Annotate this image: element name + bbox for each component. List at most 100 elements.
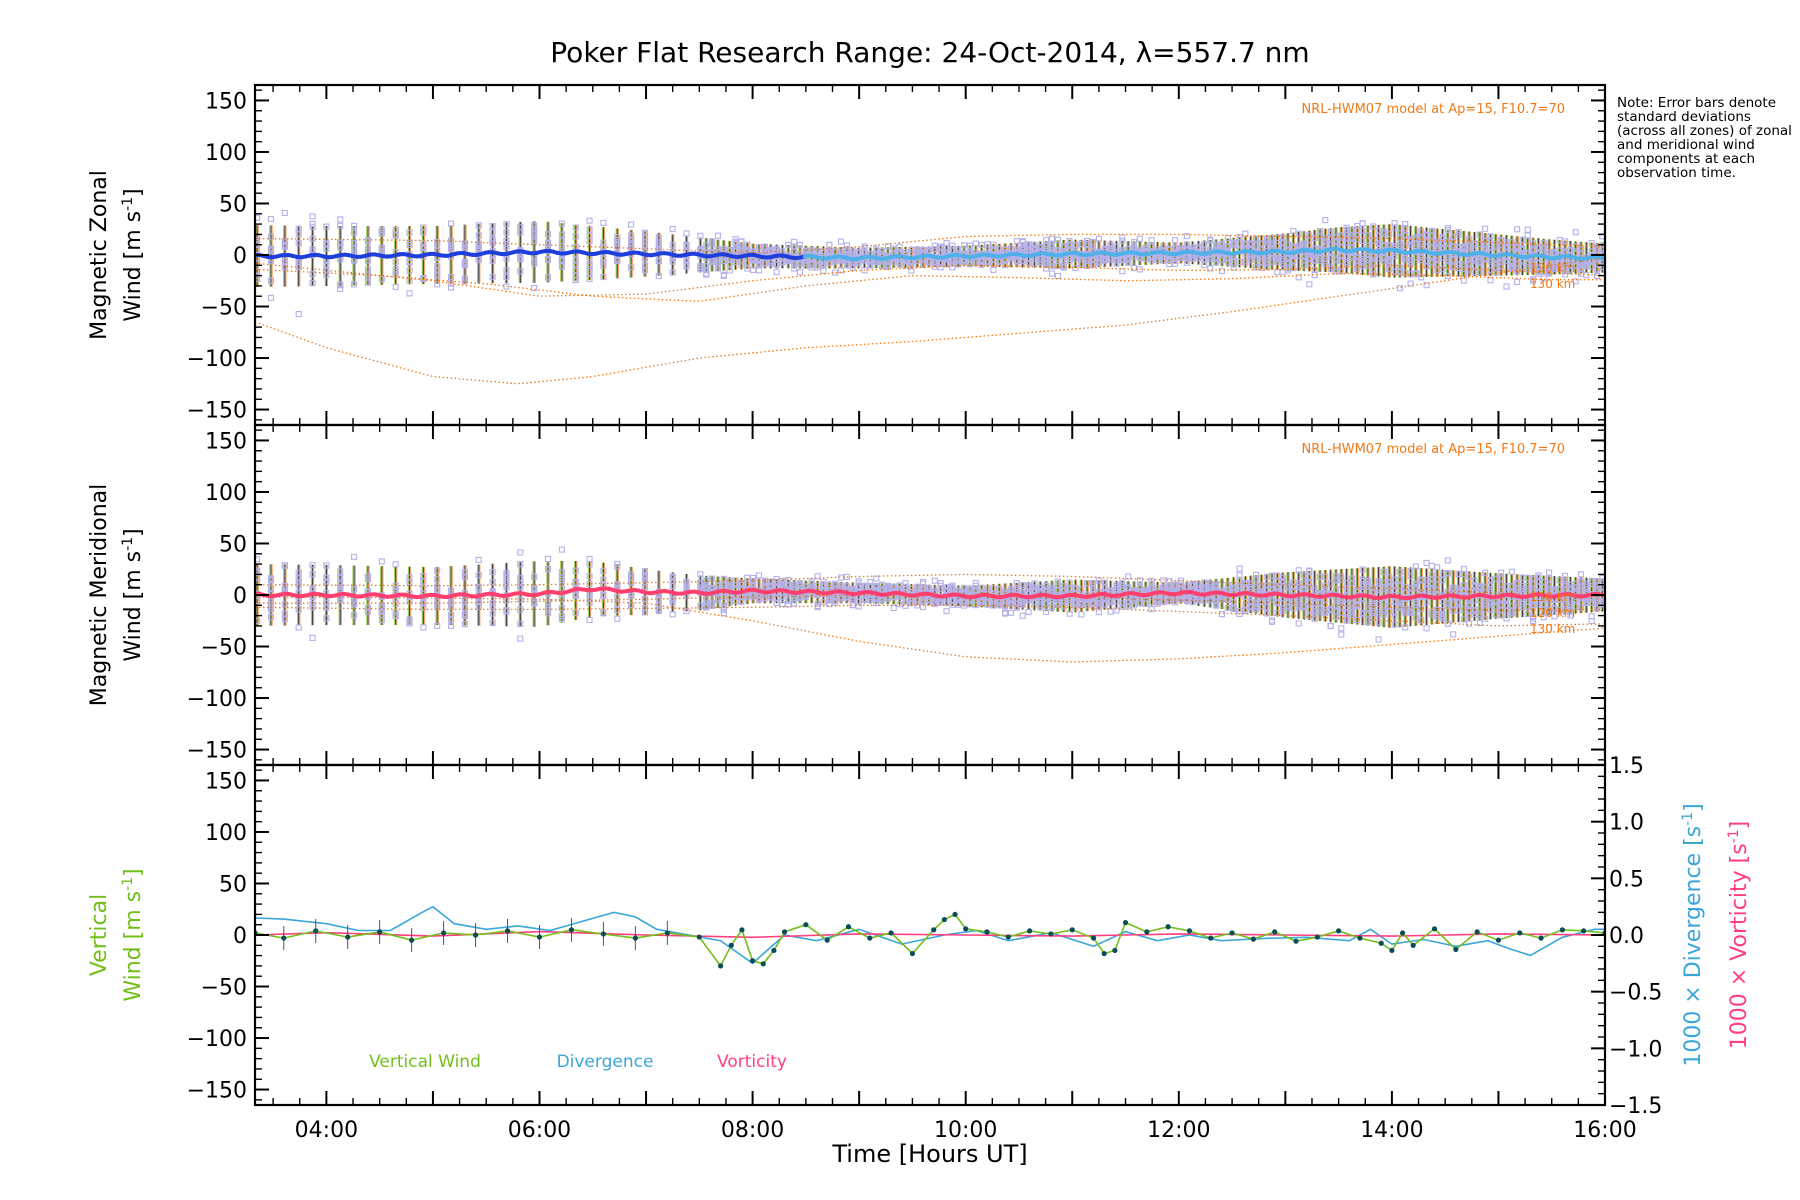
zonal-zone-point bbox=[1095, 259, 1102, 266]
zonal-zone-point bbox=[996, 259, 1003, 266]
zonal-zone-point bbox=[1396, 264, 1403, 271]
zonal-zone-point bbox=[448, 245, 455, 253]
zonal-zone-point bbox=[1043, 259, 1050, 266]
meridional-zone-point bbox=[814, 604, 821, 611]
zonal-zone-point bbox=[1359, 220, 1366, 227]
zonal-zone-point bbox=[544, 231, 552, 238]
meridional-zone-point bbox=[873, 575, 880, 582]
meridional-zone-point bbox=[761, 594, 768, 602]
zonal-zone-point bbox=[531, 260, 538, 267]
zonal-zone-point bbox=[475, 242, 482, 250]
zonal-zone-point bbox=[420, 240, 427, 247]
meridional-zone-point bbox=[1218, 596, 1225, 603]
meridional-zone-point bbox=[392, 586, 399, 593]
zonal-zone-point bbox=[796, 241, 804, 248]
meridional-zone-point bbox=[558, 574, 565, 581]
zonal-zone-point bbox=[364, 236, 371, 244]
meridional-zone-point bbox=[703, 584, 710, 591]
zonal-zone-point bbox=[1160, 257, 1167, 264]
zonal-zone-point bbox=[1224, 243, 1231, 250]
zonal-zone-point bbox=[1043, 245, 1050, 253]
meridional-zone-point bbox=[641, 583, 649, 591]
zonal-zone-point bbox=[531, 231, 538, 238]
zonal-zone-point bbox=[267, 216, 275, 223]
meridional-zone-point bbox=[966, 585, 974, 592]
zonal-zone-point bbox=[1207, 236, 1214, 243]
zonal-zone-point bbox=[1213, 259, 1220, 266]
meridional-zone-point bbox=[434, 576, 441, 583]
zonal-zone-point bbox=[1207, 255, 1214, 263]
zonal-zone-point bbox=[406, 277, 413, 284]
zonal-zone-point bbox=[392, 283, 399, 291]
meridional-zone-point bbox=[826, 601, 833, 608]
meridional-zone-point bbox=[779, 580, 786, 587]
meridional-zone-point bbox=[614, 560, 621, 567]
meridional-zone-point bbox=[849, 597, 856, 604]
zonal-zone-point bbox=[655, 257, 662, 264]
zonal-zone-point bbox=[738, 238, 745, 245]
zonal-zone-point bbox=[337, 285, 344, 292]
zonal-zone-point bbox=[1316, 228, 1324, 235]
meridional-zone-point bbox=[1201, 579, 1208, 586]
meridional-zone-point bbox=[826, 597, 833, 604]
zonal-y-tick-label: 100 bbox=[205, 141, 247, 166]
zonal-zone-point bbox=[1546, 270, 1553, 277]
meridional-zone-point bbox=[641, 568, 649, 575]
meridional-zone-point bbox=[820, 599, 827, 606]
zonal-zone-point bbox=[531, 284, 538, 292]
zonal-zone-point bbox=[503, 237, 510, 244]
zonal-zone-point bbox=[1370, 223, 1377, 230]
meridional-zone-point bbox=[600, 591, 607, 598]
meridional-zone-point bbox=[1007, 609, 1015, 616]
meridional-zone-point bbox=[837, 595, 845, 602]
zonal-zone-point bbox=[785, 241, 792, 248]
meridional-zone-point bbox=[896, 601, 903, 608]
zonal-model-level-label: 120 km bbox=[1530, 261, 1575, 275]
meridional-zone-point bbox=[406, 574, 413, 581]
zonal-zone-point bbox=[1072, 255, 1079, 262]
zonal-zone-point bbox=[1306, 281, 1313, 288]
meridional-zone-point bbox=[392, 582, 399, 589]
meridional-zone-point bbox=[1218, 611, 1225, 618]
meridional-zone-point bbox=[773, 578, 780, 585]
meridional-zone-point bbox=[1172, 583, 1179, 590]
meridional-zone-point bbox=[448, 622, 455, 629]
zonal-zone-point bbox=[1263, 264, 1270, 271]
zonal-zone-point bbox=[703, 263, 710, 270]
meridional-zone-point bbox=[1054, 601, 1061, 608]
zonal-zone-point bbox=[732, 239, 739, 246]
meridional-zone-point bbox=[931, 599, 938, 606]
meridional-zone-point bbox=[1043, 582, 1050, 590]
meridional-zone-point bbox=[1306, 568, 1313, 575]
zonal-model-low-line bbox=[255, 257, 1603, 385]
zonal-zone-point bbox=[1213, 255, 1220, 262]
meridional-zone-point bbox=[1113, 583, 1120, 590]
zonal-zone-point bbox=[1048, 241, 1056, 248]
zonal-zone-point bbox=[1370, 271, 1377, 278]
zonal-zone-point bbox=[732, 247, 739, 254]
meridional-zone-point bbox=[406, 618, 413, 625]
zonal-zone-point bbox=[1487, 277, 1494, 284]
zonal-zone-point bbox=[1154, 257, 1161, 264]
zonal-zone-point bbox=[558, 220, 565, 227]
zonal-zone-point bbox=[1031, 260, 1038, 267]
zonal-ylabel-sup: -1 bbox=[120, 197, 136, 211]
zonal-zone-point bbox=[323, 223, 330, 230]
zonal-zone-point bbox=[281, 242, 288, 249]
zonal-zone-point bbox=[925, 259, 932, 266]
zonal-zone-point bbox=[461, 240, 468, 247]
zonal-zone-point bbox=[738, 244, 745, 251]
meridional-zone-point bbox=[1236, 572, 1243, 579]
zonal-zone-point bbox=[861, 267, 868, 274]
meridional-zone-point bbox=[1113, 607, 1120, 614]
zonal-zone-point bbox=[1402, 232, 1409, 239]
zonal-zone-point bbox=[503, 283, 510, 290]
zonal-zone-point bbox=[641, 262, 649, 269]
zonal-zone-point bbox=[1348, 239, 1355, 247]
zonal-y-tick-label: 150 bbox=[205, 89, 247, 114]
zonal-zone-point bbox=[1213, 242, 1220, 250]
zonal-zone-point bbox=[1031, 247, 1038, 254]
meridional-zone-point bbox=[1136, 583, 1143, 590]
zonal-zone-point bbox=[586, 260, 593, 267]
meridional-zone-point bbox=[1119, 600, 1126, 607]
